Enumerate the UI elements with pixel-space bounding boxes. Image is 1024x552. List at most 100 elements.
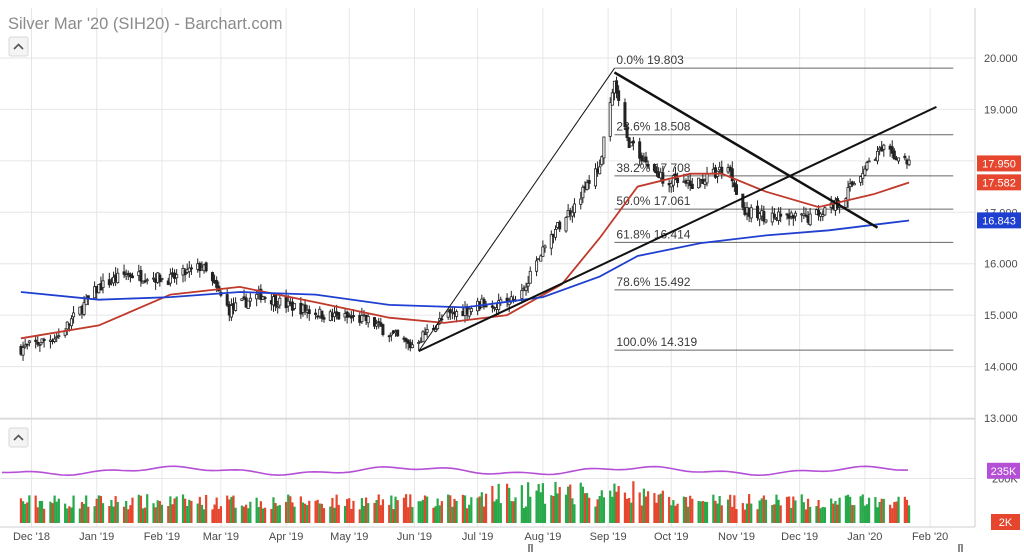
candle-body — [276, 306, 280, 309]
volume-bar — [670, 505, 673, 523]
candle-body — [314, 312, 318, 315]
volume-bar — [484, 493, 488, 523]
volume-bar — [773, 504, 776, 523]
volume-bar — [411, 507, 414, 523]
candle-body — [320, 310, 324, 319]
volume-bar — [409, 494, 412, 523]
volume-bar — [571, 498, 574, 523]
volume-bar — [66, 508, 69, 523]
candle-body — [524, 286, 528, 291]
candle-body — [204, 262, 208, 272]
volume-bar — [556, 493, 559, 523]
candle-body — [804, 214, 808, 217]
volume-bar — [804, 509, 808, 523]
volume-bar — [617, 486, 620, 523]
chevron-up-icon — [13, 434, 24, 441]
volume-bar — [175, 496, 178, 523]
volume-bar — [646, 491, 650, 523]
volume-bar — [735, 509, 738, 523]
candle-body — [57, 335, 61, 338]
volume-bar — [644, 496, 648, 523]
candle-body — [625, 127, 629, 138]
volume-bar — [144, 507, 147, 523]
volume-bar — [285, 501, 288, 523]
candle-body — [697, 177, 701, 189]
volume-bar — [585, 493, 589, 523]
volume-bar — [779, 505, 782, 523]
volume-bar — [609, 490, 612, 523]
candle-layer — [19, 76, 911, 361]
volume-bar — [287, 494, 290, 523]
volume-bar — [423, 495, 427, 523]
volume-bar — [625, 498, 629, 523]
ma-red-badge-text: 17.582 — [982, 177, 1016, 189]
volume-bar — [792, 496, 795, 523]
volume-bar — [907, 505, 911, 523]
volume-bar — [436, 498, 439, 523]
volume-panel-collapse-button[interactable] — [8, 427, 29, 448]
volume-bar — [539, 492, 542, 523]
volume-bar — [240, 505, 244, 523]
main-panel-collapse-button[interactable] — [8, 36, 29, 57]
candle-body — [789, 212, 793, 217]
time-tick-label: Aug '19 — [524, 531, 561, 543]
volume-bar — [447, 494, 450, 523]
volume-bar — [198, 496, 201, 523]
volume-bar — [598, 496, 601, 523]
scroll-handle-right[interactable] — [958, 544, 963, 552]
candle-body — [316, 315, 320, 318]
candle-body — [852, 183, 856, 186]
candle-body — [248, 297, 252, 302]
volume-bar — [672, 500, 675, 523]
scroll-handle-left[interactable] — [528, 544, 533, 552]
volume-bar — [491, 486, 494, 523]
volume-bar — [183, 498, 187, 523]
volume-bar — [567, 486, 570, 523]
time-tick-label: Sep '19 — [590, 531, 627, 543]
volume-bar — [358, 509, 361, 523]
candle-body — [558, 221, 562, 230]
volume-bar — [417, 501, 420, 523]
candle-body — [225, 294, 229, 306]
candle-body — [396, 329, 400, 337]
trendline-1 — [418, 105, 937, 353]
volume-bar — [482, 506, 486, 523]
volume-bar — [308, 500, 311, 523]
volume-bar — [653, 493, 656, 523]
volume-bar — [200, 504, 204, 523]
volume-bar — [623, 492, 627, 523]
volume-bar — [53, 495, 56, 523]
candle-body — [274, 293, 278, 307]
volume-bar — [85, 495, 88, 523]
volume-bar — [699, 501, 702, 523]
volume-bar — [720, 505, 723, 523]
volume-bar — [659, 493, 662, 523]
volume-bar — [217, 508, 220, 523]
volume-bar — [851, 505, 854, 523]
candle-body — [570, 211, 574, 217]
volume-bar — [28, 495, 31, 523]
volume-bar — [775, 494, 778, 523]
volume-bar — [21, 501, 25, 523]
candle-body — [242, 296, 246, 299]
volume-bar — [630, 502, 633, 523]
volume-bar — [655, 502, 658, 523]
volume-bar — [764, 499, 768, 523]
volume-bar — [139, 495, 143, 523]
candle-body — [875, 150, 880, 162]
time-tick-label: Feb '20 — [912, 531, 948, 543]
volume-bar — [476, 497, 479, 523]
candle-body — [652, 163, 656, 172]
volume-bar — [743, 509, 747, 523]
volume-bar — [573, 504, 576, 523]
candle-body — [21, 347, 25, 356]
candle-body — [671, 175, 675, 186]
volume-bar — [152, 503, 155, 523]
candle-body — [122, 271, 126, 275]
volume-bar — [615, 491, 618, 523]
volume-ma-badge-text: 235K — [991, 466, 1017, 478]
volume-bar — [360, 498, 363, 523]
volume-bar — [301, 502, 305, 523]
candle-body — [410, 344, 414, 348]
